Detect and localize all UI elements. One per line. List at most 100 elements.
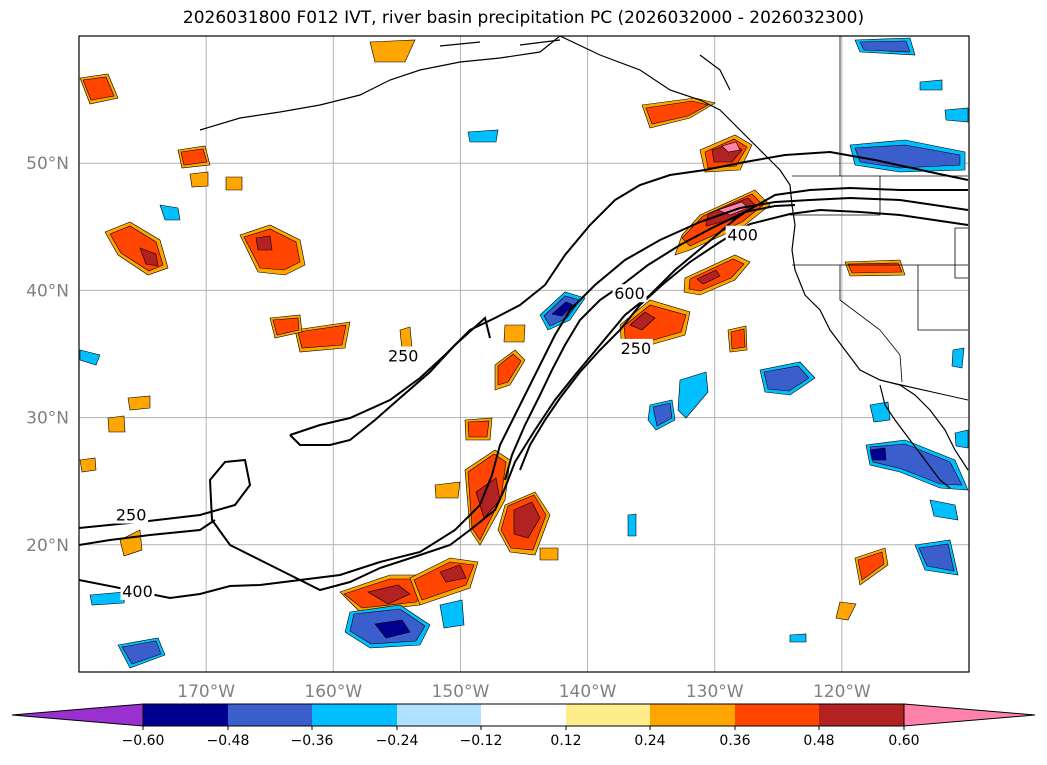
precip-positive-patch [139, 247, 159, 267]
colorbar-segment [735, 704, 819, 726]
precip-negative-patch [677, 371, 709, 419]
precip-positive-patch [835, 601, 857, 621]
lat-tick-label: 50°N [26, 154, 69, 174]
precip-positive-patch [696, 269, 721, 285]
colorbar-tick-label: 0.12 [550, 733, 581, 749]
ivt-contour-labels: 250 600 400 250 250 400 [114, 225, 760, 601]
precip-positive-patch [513, 501, 541, 539]
ivt-contour-600 [504, 204, 796, 481]
precip-positive-patch [497, 353, 522, 386]
precip-positive-patch [82, 76, 115, 101]
precip-positive-patch [730, 328, 746, 350]
precip-positive-patch [629, 311, 656, 331]
precip-negative-patch [869, 443, 963, 486]
precip-negative-patch [627, 513, 637, 537]
precip-negative-patch [954, 429, 969, 449]
colorbar-extend-max [903, 703, 1036, 727]
precip-negative-patch [79, 349, 101, 366]
precip-positive-patch [847, 262, 903, 274]
lon-tick-label: 120°W [813, 682, 871, 702]
colorbar-segment [819, 704, 904, 726]
colorbar-tick-label: −0.36 [291, 733, 334, 749]
precip-positive-patch [539, 547, 559, 561]
colorbar-segment [397, 704, 481, 726]
colorbar-segment [650, 704, 735, 726]
precip-positive-patch [439, 564, 467, 583]
contour-label: 250 [388, 347, 419, 366]
lon-tick-label: 160°W [304, 682, 362, 702]
contour-label: 400 [122, 582, 153, 601]
precip-positive-patch [189, 171, 209, 188]
precip-negative-patch [869, 447, 887, 461]
precip-negative-patch [951, 347, 965, 369]
colorbar-extend-min [11, 703, 144, 727]
precip-negative-patch [159, 204, 181, 221]
precip-negative-patch [859, 40, 911, 53]
ivt-contour-250-left [79, 519, 216, 546]
colorbar-segment [481, 704, 566, 726]
contour-label-bg [114, 505, 149, 524]
precip-negative-patch [763, 365, 810, 392]
colorbar-tick-label: 0.60 [888, 733, 919, 749]
coastline-baja [879, 384, 951, 489]
lon-tick-label: 140°W [559, 682, 617, 702]
precip-positive-patch [367, 584, 411, 605]
contour-label-bg [612, 284, 647, 303]
border-box-east [954, 227, 968, 279]
ivt-contour-250-loop [289, 316, 491, 446]
precip-negative-patch [944, 107, 969, 123]
colorbar-tick-label: 0.24 [634, 733, 665, 749]
precip-negative-patch [869, 401, 891, 423]
colorbar-tick-label: −0.48 [207, 733, 250, 749]
coastline-north-america [559, 36, 969, 471]
precip-negative-patch [789, 633, 807, 643]
precip-negative-patch [89, 591, 126, 606]
coastlines [199, 36, 969, 489]
precip-negative-patch [918, 543, 955, 572]
colorbar-tick-label: 0.36 [719, 733, 750, 749]
precip-positive-patch [503, 324, 526, 343]
contour-label-bg [725, 225, 760, 244]
precip-positive-patch [180, 148, 208, 166]
precip-negative-patch [919, 79, 943, 91]
precip-positive-patch [467, 420, 490, 438]
colorbar-tick-label: −0.12 [460, 733, 503, 749]
lon-tick-label: 130°W [686, 682, 744, 702]
ivt-contours [79, 150, 969, 600]
ivt-contour-250-upper [289, 150, 969, 436]
precip-positive-patch [369, 39, 416, 63]
precip-negative-patch [467, 129, 499, 143]
precip-negative-patch [551, 301, 574, 317]
precip-negative-patch [929, 499, 959, 521]
lat-tick-label: 20°N [26, 536, 69, 556]
coastline-alaska-islands [439, 39, 731, 91]
precip-positive-patch [107, 415, 126, 433]
contour-label-bg [120, 581, 155, 600]
precip-positive-patch [272, 317, 300, 336]
state-borders [790, 36, 969, 401]
precip-negative-patch [374, 619, 411, 639]
colorbar-tick-label: 0.48 [803, 733, 834, 749]
precip-positive-patch [79, 457, 97, 473]
colorbar-frame [142, 703, 905, 727]
precip-positive-patch [645, 100, 709, 125]
contour-label: 250 [621, 339, 652, 358]
precip-positive-patch [255, 235, 273, 251]
colorbar-tick-label: −0.60 [122, 733, 165, 749]
map-frame [78, 35, 970, 673]
border-us-mexico [899, 384, 969, 401]
contour-label-bg [386, 346, 421, 365]
precip-negative-patch [121, 640, 162, 665]
precip-negative-patch [439, 599, 465, 629]
colorbar: −0.60 −0.48 −0.36 −0.24 −0.12 0.12 0.24 0.36 0.4… [11, 703, 1036, 749]
precip-positive-patch [857, 551, 885, 581]
axis-tick-labels: 170°W 160°W 150°W 140°W 130°W 120°W 50°N 40°N 30… [26, 154, 871, 702]
ivt-contour-600-inner [519, 208, 969, 471]
lat-tick-label: 30°N [26, 409, 69, 429]
contour-label: 400 [727, 226, 758, 245]
ivt-contour-250 [79, 186, 968, 592]
contour-label: 600 [614, 284, 645, 303]
contour-label-bg [618, 338, 653, 357]
